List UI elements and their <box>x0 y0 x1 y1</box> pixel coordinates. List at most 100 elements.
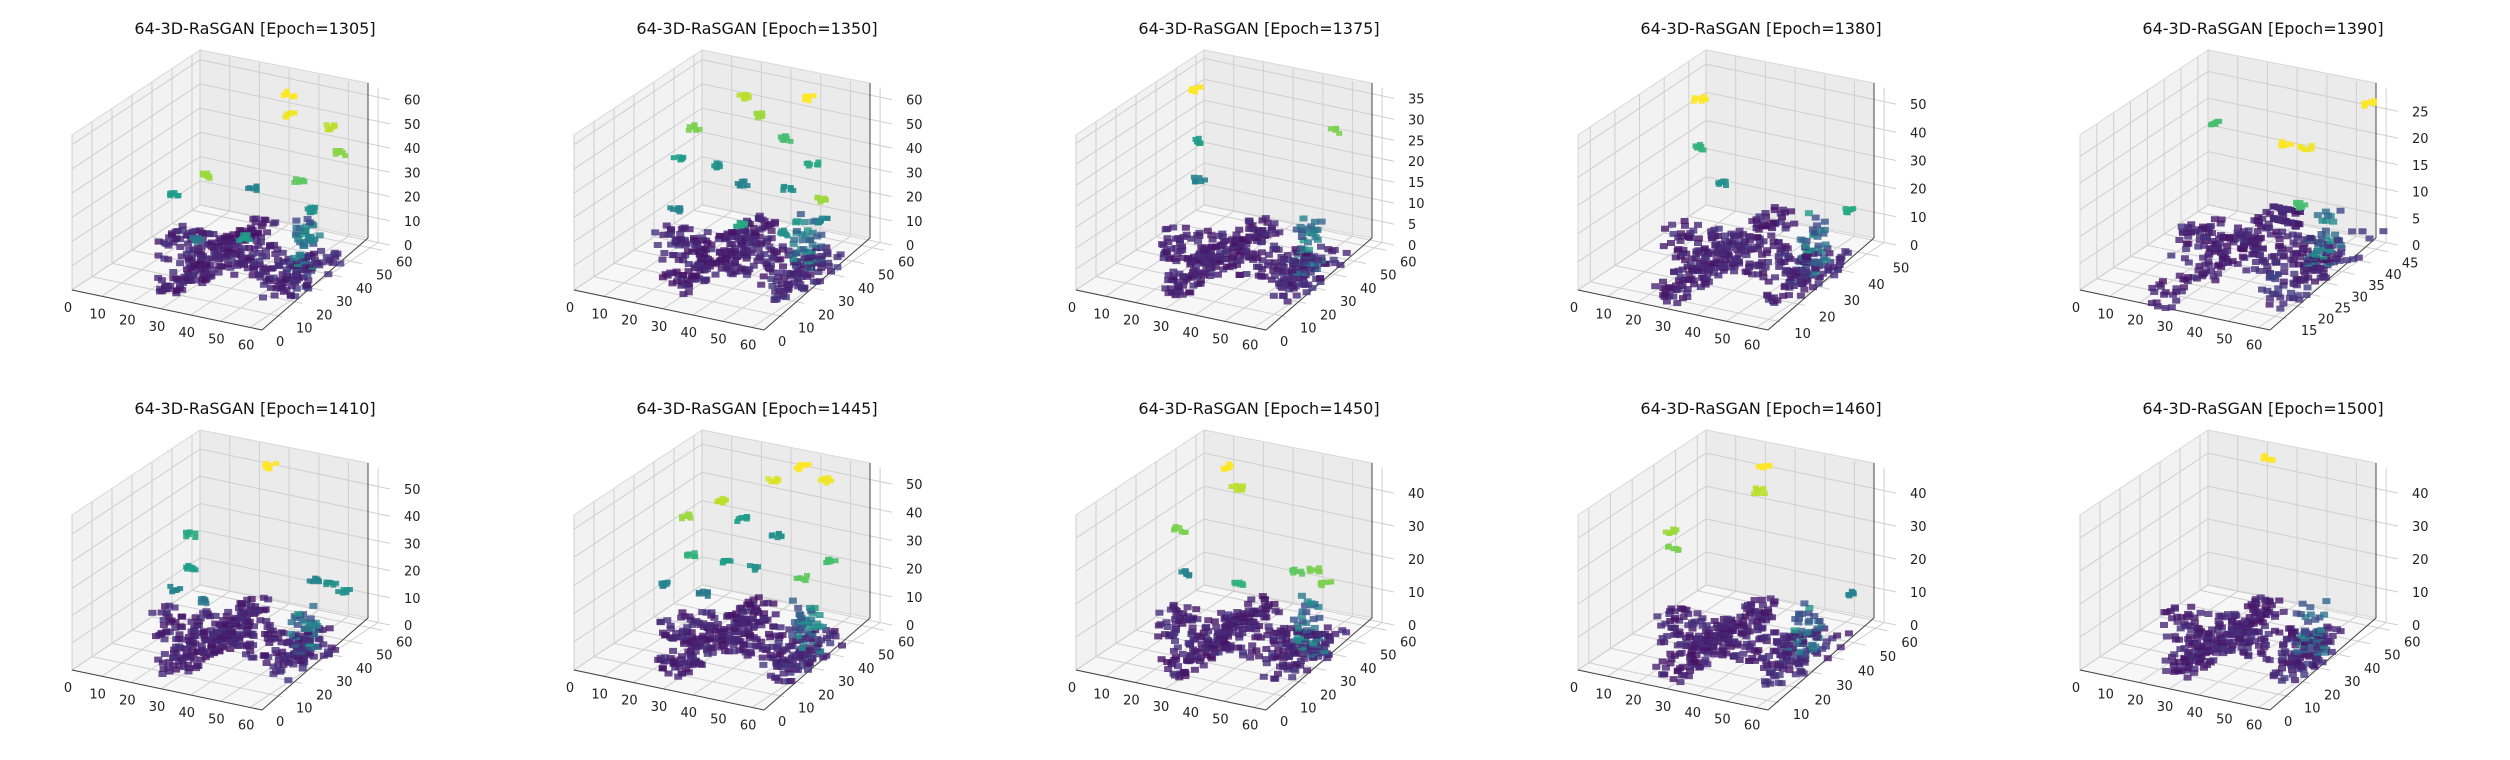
voxel-point <box>2272 228 2281 235</box>
voxel-point <box>1240 252 1249 259</box>
voxel-point <box>699 620 708 627</box>
voxel-point <box>1796 236 1805 243</box>
voxel-point <box>1816 258 1825 265</box>
voxel-point <box>1264 601 1273 608</box>
voxel-point <box>1322 260 1331 267</box>
voxel-point <box>751 642 760 649</box>
voxel-point <box>160 255 169 262</box>
chart-title: 64-3D-RaSGAN [Epoch=1350] <box>636 19 877 38</box>
y-tick-label: 10 <box>1794 327 1811 342</box>
voxel-point <box>744 608 753 615</box>
voxel-point <box>1274 646 1283 653</box>
voxel-point <box>204 170 211 176</box>
voxel-point <box>815 159 822 165</box>
voxel-point <box>2161 657 2170 664</box>
voxel-point <box>1169 224 1178 231</box>
voxel-point <box>1293 647 1302 654</box>
voxel-point <box>1172 613 1181 620</box>
voxel-point <box>2225 639 2234 646</box>
voxel-point <box>2266 231 2275 238</box>
voxel-point <box>815 612 824 618</box>
voxel-point <box>1302 627 1311 634</box>
voxel-point <box>2308 146 2315 152</box>
voxel-point <box>2326 238 2335 245</box>
voxel-point <box>252 606 261 613</box>
voxel-point <box>344 587 350 593</box>
voxel-point <box>300 178 307 184</box>
voxel-point <box>1717 651 1726 658</box>
voxel-point <box>1753 622 1762 628</box>
voxel-point <box>699 632 708 639</box>
voxel-point <box>1202 623 1211 630</box>
voxel-point <box>214 243 223 250</box>
y-tick-label: 25 <box>2335 301 2352 316</box>
voxel-point <box>685 613 694 620</box>
voxel-point <box>2240 228 2248 235</box>
voxel-point <box>1676 641 1685 647</box>
voxel-point <box>678 609 687 616</box>
y-tick-label: 40 <box>858 282 875 297</box>
voxel-point <box>157 629 166 636</box>
voxel-point <box>2317 236 2326 243</box>
voxel-point <box>1726 643 1735 650</box>
voxel-point <box>1185 289 1194 296</box>
voxel-point <box>1772 638 1781 644</box>
voxel-point <box>1752 225 1761 232</box>
voxel-point <box>1247 225 1256 232</box>
voxel-point <box>2260 635 2269 642</box>
voxel-point <box>2289 279 2298 286</box>
voxel-point <box>2259 256 2268 263</box>
voxel-point <box>2171 636 2180 643</box>
voxel-point <box>2300 671 2309 678</box>
voxel-point <box>1825 250 1834 257</box>
voxel-point <box>1755 464 1762 470</box>
z-grid-line <box>71 83 391 170</box>
voxel-point <box>691 553 698 559</box>
voxel-point <box>1721 256 1730 263</box>
voxel-point <box>2354 254 2363 261</box>
z-grid-line <box>1075 57 1395 144</box>
z-grid-line <box>2079 518 2399 605</box>
voxel-point <box>1769 243 1778 250</box>
voxel-point <box>2241 236 2250 243</box>
voxel-point <box>797 663 806 670</box>
voxel-point <box>812 245 821 251</box>
voxel-point <box>191 614 200 621</box>
voxel-cluster <box>736 91 752 102</box>
voxel-cluster <box>197 595 210 606</box>
voxel-point <box>2195 237 2204 244</box>
voxel-point <box>156 285 165 292</box>
voxel-point <box>1712 257 1721 264</box>
voxel-point <box>778 656 787 663</box>
voxel-point <box>1336 261 1345 268</box>
voxel-cluster <box>1306 565 1323 575</box>
voxel-point <box>1264 251 1273 258</box>
voxel-point <box>336 260 345 267</box>
x-tick-label: 50 <box>710 332 727 347</box>
voxel-point <box>781 230 788 236</box>
voxel-point <box>1194 269 1203 276</box>
voxel-point <box>1805 628 1814 635</box>
voxel-point <box>192 530 199 536</box>
voxel-point <box>2291 642 2300 649</box>
z-grid-line <box>573 180 893 267</box>
voxel-point <box>1677 649 1686 656</box>
voxel-point <box>784 247 793 254</box>
voxel-point <box>1785 661 1794 668</box>
voxel-point <box>2216 220 2225 227</box>
voxel-point <box>1739 231 1747 238</box>
voxel-point <box>286 638 295 645</box>
voxel-cluster <box>765 475 782 485</box>
voxel-point <box>1686 667 1695 674</box>
voxel-point <box>303 216 312 222</box>
voxel-point <box>736 183 743 189</box>
voxel-point <box>1819 230 1828 237</box>
z-tick-label: 40 <box>1910 126 1927 141</box>
z-tick-label: 20 <box>906 563 923 578</box>
z-grid-line <box>1577 452 1897 539</box>
voxel-point <box>1317 254 1326 261</box>
x-tick-label: 50 <box>2216 332 2233 347</box>
voxel-point <box>226 646 235 652</box>
y-tick-label: 0 <box>778 335 786 350</box>
voxel-point <box>2321 227 2330 234</box>
